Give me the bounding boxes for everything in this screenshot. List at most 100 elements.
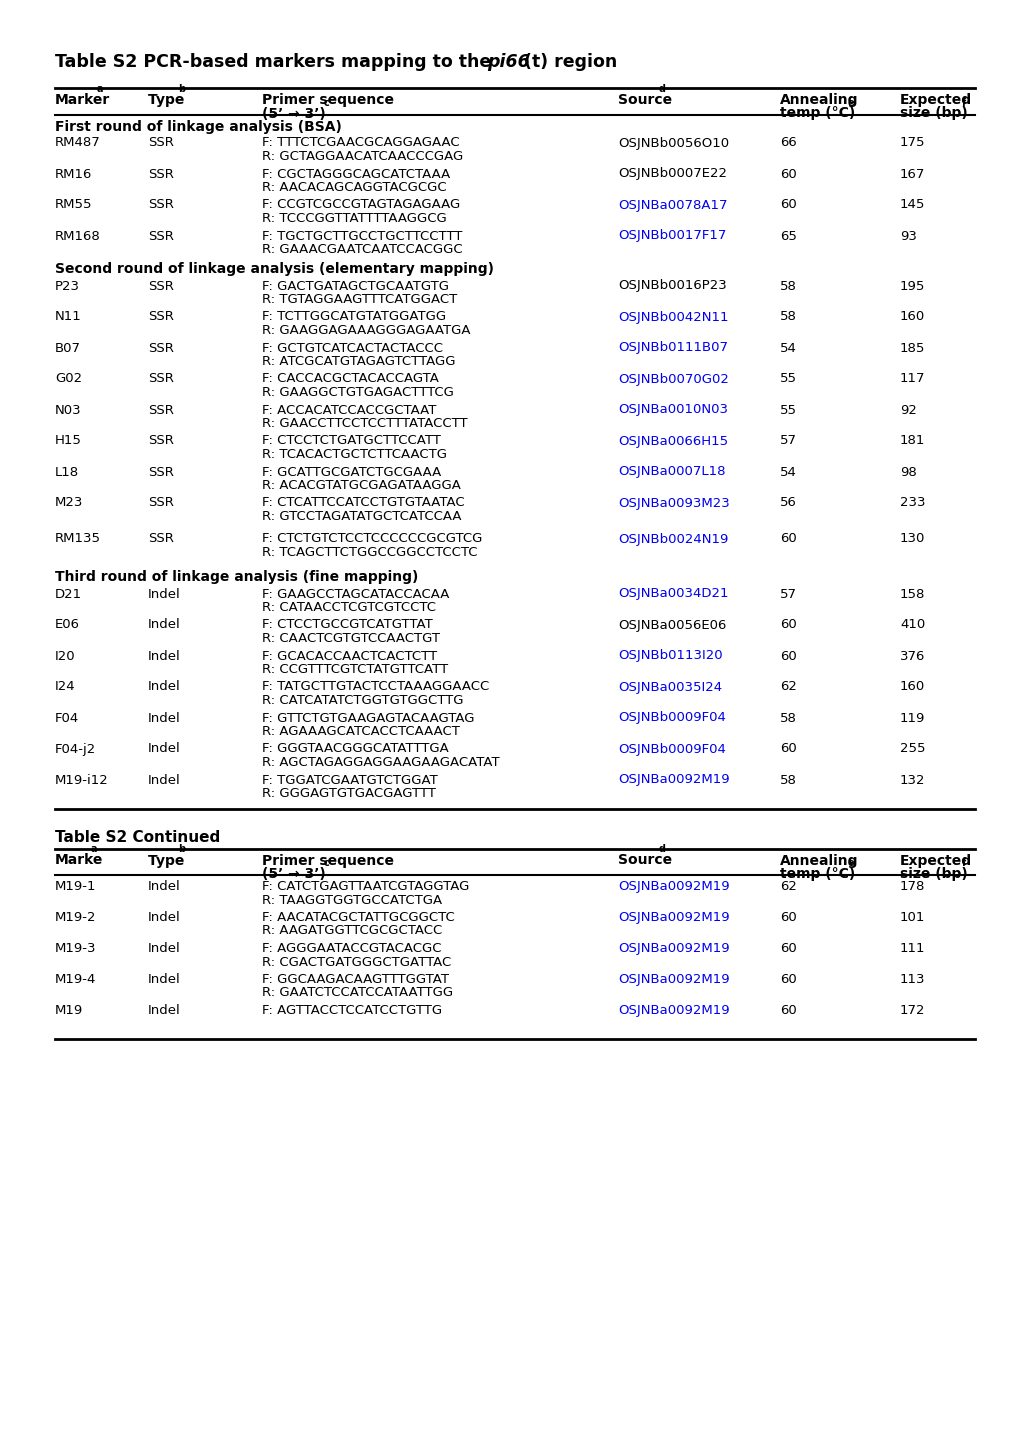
Text: 158: 158 <box>899 587 924 600</box>
Text: 60: 60 <box>780 619 796 632</box>
Text: F: AACATACGCTATTGCGGCTC: F: AACATACGCTATTGCGGCTC <box>262 911 454 924</box>
Text: OSJNBb0017F17: OSJNBb0017F17 <box>618 229 726 242</box>
Text: OSJNBb0016P23: OSJNBb0016P23 <box>618 280 726 293</box>
Text: 233: 233 <box>899 496 924 509</box>
Text: Type: Type <box>148 853 190 867</box>
Text: RM55: RM55 <box>55 199 93 212</box>
Text: M19-4: M19-4 <box>55 973 96 986</box>
Text: F: CTCCTCTGATGCTTCCATT: F: CTCCTCTGATGCTTCCATT <box>262 434 440 447</box>
Text: H15: H15 <box>55 434 82 447</box>
Text: 58: 58 <box>780 280 796 293</box>
Text: e: e <box>847 859 854 869</box>
Text: R: GAAGGAGAAAGGGAGAATGA: R: GAAGGAGAAAGGGAGAATGA <box>262 325 470 338</box>
Text: F: TATGCTTGTACTCCTAAAGGAACC: F: TATGCTTGTACTCCTAAAGGAACC <box>262 681 489 694</box>
Text: 167: 167 <box>899 167 924 180</box>
Text: 113: 113 <box>899 973 924 986</box>
Text: OSJNBb0113I20: OSJNBb0113I20 <box>618 649 721 662</box>
Text: OSJNBa0078A17: OSJNBa0078A17 <box>618 199 727 212</box>
Text: 92: 92 <box>899 404 916 417</box>
Text: M23: M23 <box>55 496 84 509</box>
Text: F: TCTTGGCATGTATGGATGG: F: TCTTGGCATGTATGGATGG <box>262 310 445 323</box>
Text: 55: 55 <box>780 372 796 385</box>
Text: RM168: RM168 <box>55 229 101 242</box>
Text: F: ACCACATCCACCGCTAAT: F: ACCACATCCACCGCTAAT <box>262 404 436 417</box>
Text: OSJNBa0007L18: OSJNBa0007L18 <box>618 466 725 479</box>
Text: 62: 62 <box>780 880 796 893</box>
Text: OSJNBa0035I24: OSJNBa0035I24 <box>618 681 721 694</box>
Text: SSR: SSR <box>148 466 173 479</box>
Text: OSJNBa0093M23: OSJNBa0093M23 <box>618 496 729 509</box>
Text: R: ATCGCATGTAGAGTCTTAGG: R: ATCGCATGTAGAGTCTTAGG <box>262 355 455 368</box>
Text: R: TAAGGTGGTGCCATCTGA: R: TAAGGTGGTGCCATCTGA <box>262 893 441 906</box>
Text: 172: 172 <box>899 1004 924 1017</box>
Text: RM487: RM487 <box>55 137 101 150</box>
Text: 54: 54 <box>780 466 796 479</box>
Text: 60: 60 <box>780 1004 796 1017</box>
Text: Indel: Indel <box>148 911 180 924</box>
Text: M19-i12: M19-i12 <box>55 773 109 786</box>
Text: R: AACACAGCAGGTACGCGC: R: AACACAGCAGGTACGCGC <box>262 180 446 193</box>
Text: Indel: Indel <box>148 973 180 986</box>
Text: P23: P23 <box>55 280 79 293</box>
Text: 98: 98 <box>899 466 916 479</box>
Text: F: GTTCTGTGAAGAGTACAAGTAG: F: GTTCTGTGAAGAGTACAAGTAG <box>262 711 474 724</box>
Text: Indel: Indel <box>148 743 180 756</box>
Text: 160: 160 <box>899 681 924 694</box>
Text: SSR: SSR <box>148 372 173 385</box>
Text: 60: 60 <box>780 649 796 662</box>
Text: a: a <box>91 844 98 854</box>
Text: 60: 60 <box>780 911 796 924</box>
Text: F04-j2: F04-j2 <box>55 743 96 756</box>
Text: F: AGGGAATACCGTACACGC: F: AGGGAATACCGTACACGC <box>262 942 441 955</box>
Text: 56: 56 <box>780 496 796 509</box>
Text: size (bp): size (bp) <box>899 107 972 121</box>
Text: temp (°C): temp (°C) <box>780 107 859 121</box>
Text: SSR: SSR <box>148 342 173 355</box>
Text: OSJNBa0092M19: OSJNBa0092M19 <box>618 773 729 786</box>
Text: Indel: Indel <box>148 681 180 694</box>
Text: F: GCACACCAACTCACTCTT: F: GCACACCAACTCACTCTT <box>262 649 437 662</box>
Text: Expected: Expected <box>899 853 971 867</box>
Text: Indel: Indel <box>148 619 180 632</box>
Text: c: c <box>324 98 329 107</box>
Text: F: GGCAAGACAAGTTTGGTAT: F: GGCAAGACAAGTTTGGTAT <box>262 973 448 986</box>
Text: SSR: SSR <box>148 434 173 447</box>
Text: 60: 60 <box>780 743 796 756</box>
Text: F04: F04 <box>55 711 79 724</box>
Text: R: ACACGTATGCGAGATAAGGA: R: ACACGTATGCGAGATAAGGA <box>262 479 461 492</box>
Text: G02: G02 <box>55 372 83 385</box>
Text: b: b <box>178 844 184 854</box>
Text: OSJNBa0092M19: OSJNBa0092M19 <box>618 911 729 924</box>
Text: 178: 178 <box>899 880 924 893</box>
Text: temp (°C): temp (°C) <box>780 867 859 882</box>
Text: OSJNBa0066H15: OSJNBa0066H15 <box>618 434 728 447</box>
Text: B07: B07 <box>55 342 81 355</box>
Text: size (bp): size (bp) <box>899 867 972 882</box>
Text: M19-3: M19-3 <box>55 942 97 955</box>
Text: a: a <box>97 84 103 94</box>
Text: OSJNBa0092M19: OSJNBa0092M19 <box>618 1004 729 1017</box>
Text: F: CTCTGTCTCCTCCCCCCGCGTCG: F: CTCTGTCTCCTCCCCCCGCGTCG <box>262 532 482 545</box>
Text: Indel: Indel <box>148 1004 180 1017</box>
Text: Second round of linkage analysis (elementary mapping): Second round of linkage analysis (elemen… <box>55 263 493 277</box>
Text: M19-1: M19-1 <box>55 880 97 893</box>
Text: OSJNBa0056E06: OSJNBa0056E06 <box>618 619 726 632</box>
Text: pi66: pi66 <box>486 53 529 71</box>
Text: OSJNBa0092M19: OSJNBa0092M19 <box>618 973 729 986</box>
Text: Indel: Indel <box>148 711 180 724</box>
Text: F: AGTTACCTCCATCCTGTTG: F: AGTTACCTCCATCCTGTTG <box>262 1004 441 1017</box>
Text: F: GCTGTCATCACTACTACCC: F: GCTGTCATCACTACTACCC <box>262 342 442 355</box>
Text: F: GAAGCCTAGCATACCACAA: F: GAAGCCTAGCATACCACAA <box>262 587 449 600</box>
Text: SSR: SSR <box>148 496 173 509</box>
Text: SSR: SSR <box>148 137 173 150</box>
Text: 58: 58 <box>780 711 796 724</box>
Text: R: GGGAGTGTGACGAGTTT: R: GGGAGTGTGACGAGTTT <box>262 786 435 799</box>
Text: Indel: Indel <box>148 942 180 955</box>
Text: N11: N11 <box>55 310 82 323</box>
Text: 132: 132 <box>899 773 924 786</box>
Text: 57: 57 <box>780 434 796 447</box>
Text: F: CATCTGAGTTAATCGTAGGTAG: F: CATCTGAGTTAATCGTAGGTAG <box>262 880 469 893</box>
Text: OSJNBb0009F04: OSJNBb0009F04 <box>618 711 726 724</box>
Text: R: GCTAGGAACATCAACCCGAG: R: GCTAGGAACATCAACCCGAG <box>262 150 463 163</box>
Text: Indel: Indel <box>148 587 180 600</box>
